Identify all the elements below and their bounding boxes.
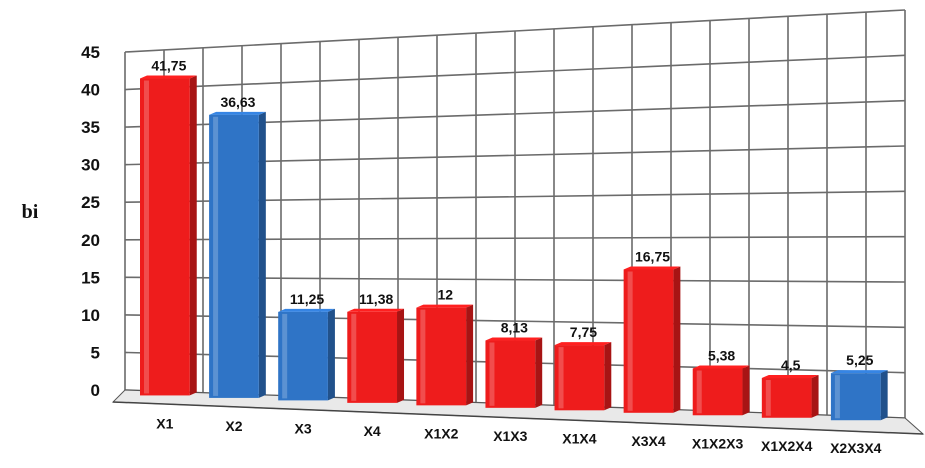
y-tick-label: 25	[81, 193, 100, 212]
bar-front	[416, 307, 467, 406]
x-tick-label: X1X4	[562, 430, 596, 446]
bar-X1X4	[554, 342, 612, 411]
y-tick-label: 20	[81, 231, 100, 250]
bar-top	[209, 111, 266, 115]
bar-X4	[347, 308, 405, 403]
bar-side	[327, 308, 335, 401]
bar-top	[416, 304, 474, 308]
bar-top	[761, 375, 819, 379]
y-tick-label: 40	[81, 81, 100, 100]
bar-highlight	[420, 309, 426, 404]
y-tick-label: 0	[91, 381, 100, 400]
bar-side	[811, 375, 819, 418]
bar-highlight	[282, 313, 288, 399]
bar-top	[140, 75, 197, 79]
bar-front	[692, 368, 743, 416]
bar-front	[278, 311, 328, 401]
bar-front	[623, 269, 674, 413]
bar-highlight	[627, 271, 633, 411]
data-label: 11,38	[359, 291, 393, 307]
bar-front	[140, 78, 190, 396]
x-tick-label: X1X3	[493, 428, 527, 444]
bar-side	[258, 111, 266, 398]
data-label: 36,63	[220, 94, 255, 110]
bar-highlight	[834, 375, 840, 419]
bar-top	[278, 308, 335, 312]
bar-highlight	[558, 347, 564, 409]
y-tick-label: 30	[81, 156, 100, 175]
bar-front	[485, 340, 536, 408]
bar-highlight	[213, 116, 219, 396]
bar-top	[347, 308, 405, 312]
bar-front	[347, 311, 398, 403]
bar-front	[554, 345, 605, 411]
bar-highlight	[696, 370, 702, 414]
bar-front	[209, 114, 259, 398]
bar-side	[604, 342, 612, 411]
bar-side	[466, 304, 474, 406]
x-tick-label: X1X2X4	[761, 438, 813, 454]
bar-X1X3	[485, 337, 543, 408]
x-tick-label: X2X3X4	[830, 440, 882, 456]
data-label: 12	[437, 287, 453, 303]
y-axis-label: bi	[22, 201, 39, 223]
bar-side	[535, 337, 543, 408]
bar-top	[623, 266, 681, 270]
bar-X3	[278, 308, 335, 401]
bar-X3X4	[623, 266, 681, 413]
bar-highlight	[144, 80, 149, 394]
data-label: 11,25	[290, 291, 324, 307]
y-tick-label: 10	[81, 306, 100, 325]
bar-front	[830, 373, 881, 421]
bar-X1	[140, 75, 197, 396]
x-axis-labels: X1 X2 X3 X4 X1X2 X1X3 X1X4 X3X4 X1X2X3 X1X2X4 X2X3…	[156, 415, 881, 456]
bar-side	[189, 75, 197, 396]
bar-X1X2X4	[761, 375, 819, 418]
data-label: 5,25	[846, 352, 873, 368]
bar-side	[673, 266, 681, 413]
x-tick-label: X1X2	[424, 425, 458, 441]
x-tick-label: X3X4	[631, 433, 665, 449]
x-tick-label: X3	[294, 420, 311, 436]
x-tick-label: X1X2X3	[692, 435, 744, 451]
x-tick-label: X1	[156, 415, 173, 431]
y-tick-label: 45	[81, 43, 100, 62]
data-label: 41,75	[151, 58, 186, 74]
data-label: 16,75	[635, 248, 670, 264]
bar-highlight	[489, 342, 495, 406]
bar-side	[742, 365, 750, 416]
bar-side	[397, 308, 405, 403]
bar-X2X3X4	[830, 370, 888, 421]
data-label: 4,5	[781, 357, 801, 373]
y-tick-label: 35	[81, 118, 100, 137]
bar-side	[880, 370, 888, 421]
bar-X1X2X3	[692, 365, 750, 416]
data-label: 8,13	[501, 320, 528, 336]
data-label: 7,75	[570, 324, 597, 340]
data-labels: 41,75 36,63 11,25 11,38 12 8,13 7,75 16,75 5,38 4…	[151, 58, 873, 373]
y-tick-label: 5	[91, 343, 100, 362]
bar-X1X2	[416, 304, 474, 406]
y-tick-label: 15	[81, 268, 100, 287]
bar-highlight	[351, 313, 357, 401]
bar-top	[830, 370, 888, 374]
bar-front	[761, 378, 812, 418]
bar-top	[554, 342, 612, 346]
data-label: 5,38	[708, 348, 735, 364]
floor-edge	[112, 401, 924, 435]
bar-highlight	[765, 380, 771, 416]
bars	[140, 75, 888, 421]
bar-top	[692, 365, 750, 369]
y-axis-ticks: 0 5 10 15 20 25 30 35 40 45	[81, 43, 100, 400]
x-tick-label: X2	[225, 418, 242, 434]
x-tick-label: X4	[364, 423, 381, 439]
bar-top	[485, 337, 543, 341]
bar-X2	[209, 111, 266, 398]
